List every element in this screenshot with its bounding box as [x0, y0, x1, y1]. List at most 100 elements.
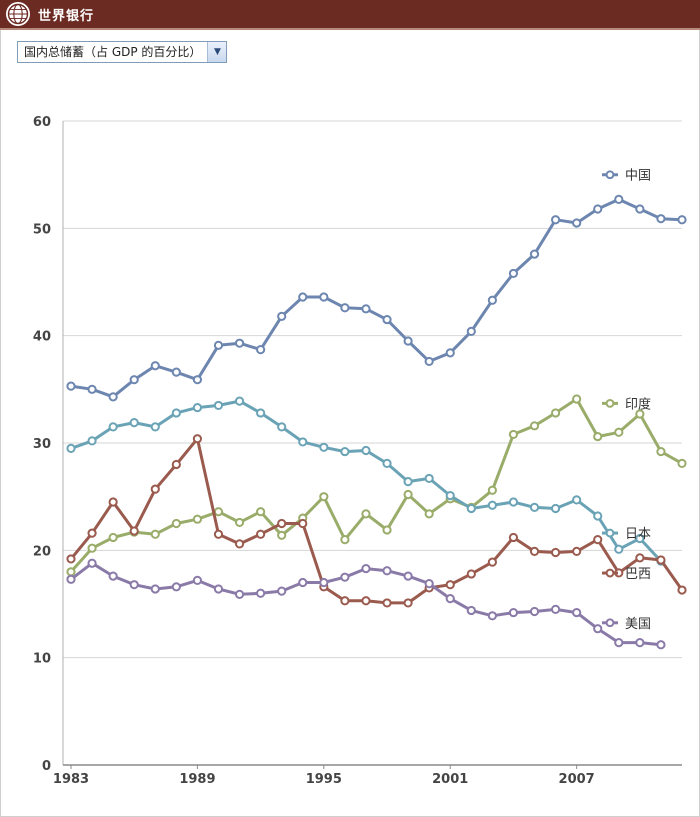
data-point — [213, 507, 224, 517]
data-point — [572, 546, 582, 557]
data-point — [529, 249, 540, 259]
data-point — [108, 422, 118, 432]
data-point — [445, 490, 455, 501]
y-tick-label: 20 — [33, 544, 51, 559]
data-point — [677, 458, 687, 468]
chevron-down-icon[interactable]: ▼ — [207, 42, 227, 62]
data-point — [108, 571, 118, 581]
legend-label: 美国 — [625, 617, 651, 632]
data-point — [361, 563, 371, 574]
data-point — [403, 571, 413, 581]
series-4: 美国 — [66, 558, 666, 650]
data-point — [234, 396, 245, 406]
x-tick-label: 1983 — [53, 772, 89, 787]
data-point — [635, 553, 645, 563]
data-point — [403, 489, 413, 500]
data-point — [445, 594, 455, 604]
data-point — [171, 518, 181, 529]
data-point — [424, 579, 434, 589]
data-point — [361, 596, 371, 606]
data-point — [213, 584, 224, 594]
data-point — [550, 408, 561, 418]
data-point — [487, 485, 497, 495]
series-line — [69, 397, 684, 574]
data-point — [108, 392, 118, 402]
data-point — [614, 194, 624, 204]
data-point — [234, 517, 245, 528]
data-point — [340, 535, 350, 545]
series-3: 巴西 — [66, 434, 687, 608]
data-point — [656, 214, 666, 224]
legend-swatch-marker — [605, 170, 615, 180]
x-tick-label: 1995 — [306, 772, 342, 787]
data-point — [635, 638, 645, 648]
data-point — [550, 215, 561, 225]
brand-title[interactable]: 世界银行 — [38, 8, 95, 24]
data-point — [171, 459, 181, 470]
data-point — [150, 422, 160, 432]
legend-label: 中国 — [625, 169, 651, 184]
data-point — [614, 544, 624, 554]
indicator-select[interactable]: 国内总储蓄（占 GDP 的百分比） ▼ — [17, 41, 228, 63]
data-point — [382, 314, 392, 325]
data-point — [87, 528, 97, 538]
data-point — [256, 408, 266, 418]
data-point — [529, 606, 540, 617]
data-point — [466, 326, 476, 336]
data-point — [66, 574, 76, 584]
data-point — [129, 375, 139, 385]
data-point — [213, 400, 224, 411]
data-point — [192, 434, 203, 444]
data-point — [529, 421, 540, 431]
data-point — [508, 268, 519, 279]
data-point — [382, 525, 392, 535]
data-point — [150, 484, 160, 494]
data-point — [129, 418, 139, 428]
data-point — [593, 511, 603, 521]
data-point — [150, 584, 160, 594]
data-point — [487, 611, 497, 621]
series-2: 日本 — [66, 396, 666, 566]
data-point — [572, 218, 582, 228]
y-tick-label: 40 — [33, 330, 51, 345]
data-point — [66, 381, 76, 391]
world-bank-globe-icon[interactable] — [6, 2, 30, 26]
data-point — [529, 546, 540, 557]
data-point — [234, 539, 245, 549]
data-point — [445, 348, 455, 358]
y-tick-label: 60 — [33, 115, 51, 130]
data-point — [572, 394, 582, 404]
data-point — [87, 384, 97, 394]
data-point — [298, 292, 308, 302]
data-point — [298, 577, 308, 588]
data-point — [256, 507, 266, 517]
y-tick-label: 10 — [33, 652, 51, 667]
data-point — [508, 497, 519, 507]
data-point — [213, 340, 224, 350]
data-point — [171, 408, 181, 418]
data-point — [593, 204, 603, 214]
data-point — [445, 580, 455, 590]
data-point — [614, 427, 624, 437]
data-point — [340, 446, 350, 457]
data-point — [234, 338, 245, 348]
data-point — [298, 437, 308, 447]
data-point — [234, 589, 245, 599]
data-point — [129, 580, 139, 590]
data-point — [424, 509, 434, 519]
data-point — [508, 532, 519, 543]
data-point — [340, 572, 350, 582]
data-point — [319, 492, 329, 502]
data-point — [87, 558, 97, 568]
data-point — [213, 529, 224, 539]
data-point — [382, 598, 392, 608]
data-point — [382, 458, 392, 468]
data-point — [340, 303, 350, 313]
legend-swatch-marker — [605, 398, 615, 408]
data-point — [466, 605, 476, 616]
data-point — [277, 422, 287, 432]
data-point — [593, 535, 603, 545]
data-point — [593, 431, 603, 442]
legend-swatch-marker — [605, 618, 615, 628]
data-point — [340, 596, 350, 606]
